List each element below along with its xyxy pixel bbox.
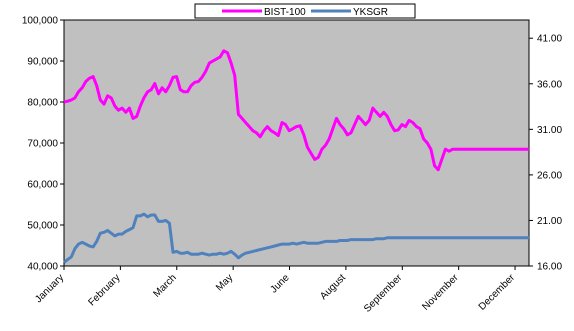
series-line-yksgr: [63, 212, 529, 264]
y-right-tick-label: 41.00: [537, 34, 562, 45]
y-right-tick-label: 16.00: [537, 262, 562, 273]
y-right-tick-label: 36.00: [537, 79, 562, 90]
legend: BIST-100 YKSGR: [194, 3, 416, 19]
y-left-tick-label: 70,000: [27, 139, 58, 150]
y-right-tick-label: 21.00: [537, 216, 562, 227]
y-left-tick-label: 80,000: [27, 98, 58, 109]
y-left-tick-label: 40,000: [27, 262, 58, 273]
y-left-tick-label: 90,000: [27, 57, 58, 68]
y-left-tick-label: 50,000: [27, 221, 58, 232]
y-left-tick-label: 100,000: [22, 16, 59, 27]
legend-label-bist100: BIST-100: [264, 7, 306, 18]
y-right-tick-label: 26.00: [537, 170, 562, 181]
legend-label-yksgr: YKSGR: [353, 7, 388, 18]
series-line-bist100: [63, 49, 529, 172]
y-right-tick-label: 31.00: [537, 125, 562, 136]
y-left-tick-label: 60,000: [27, 180, 58, 191]
legend-box: [194, 3, 416, 19]
series-layer: [63, 49, 529, 264]
plot-area: [63, 19, 530, 267]
